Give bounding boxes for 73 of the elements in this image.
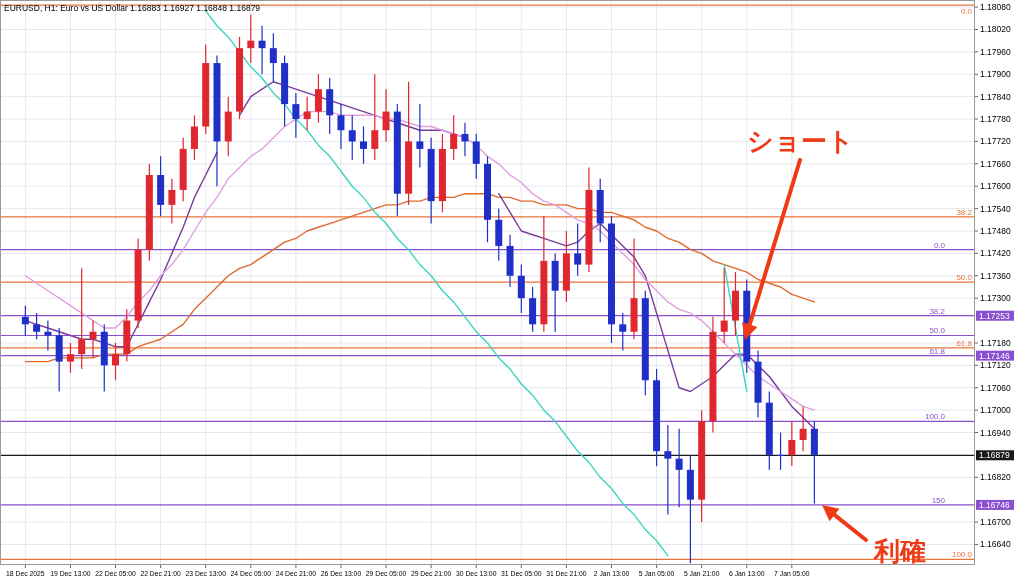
candlestick bbox=[190, 114, 198, 161]
candlestick bbox=[675, 428, 683, 508]
candlestick bbox=[450, 114, 458, 161]
y-tick-label: 1.17720 bbox=[980, 136, 1011, 147]
candlestick bbox=[777, 431, 785, 471]
candlestick bbox=[66, 342, 74, 374]
y-tick-label: 1.16640 bbox=[980, 539, 1011, 550]
y-tick-label: 1.17840 bbox=[980, 91, 1011, 102]
y-tick-label: 1.17780 bbox=[980, 114, 1011, 125]
candlestick bbox=[89, 319, 97, 359]
text: 61.8 bbox=[929, 346, 946, 356]
candlestick bbox=[21, 305, 29, 337]
y-tick-label: 1.17180 bbox=[980, 337, 1011, 348]
y-tick-label: 1.17360 bbox=[980, 270, 1011, 281]
text: 61.8 bbox=[956, 338, 973, 348]
text: 50.0 bbox=[956, 273, 973, 283]
text: 100.0 bbox=[951, 550, 973, 560]
candlestick bbox=[258, 25, 266, 75]
ref-line-label: 1.16746 bbox=[979, 500, 1010, 511]
candlestick bbox=[78, 267, 86, 370]
candlestick bbox=[788, 420, 796, 467]
y-tick-label: 1.17600 bbox=[980, 181, 1011, 192]
candlestick bbox=[247, 13, 255, 64]
candlestick bbox=[472, 133, 480, 180]
candlestick bbox=[720, 267, 728, 344]
ref-line-label: 1.17253 bbox=[979, 310, 1010, 321]
candlestick bbox=[337, 103, 345, 150]
candlestick bbox=[461, 122, 469, 157]
candlestick bbox=[292, 92, 300, 139]
candlestick bbox=[619, 312, 627, 352]
text: 50.0 bbox=[929, 326, 946, 336]
text: 38.2 bbox=[929, 306, 946, 316]
y-tick-label: 1.18080 bbox=[980, 2, 1011, 13]
candlestick bbox=[348, 114, 356, 161]
y-tick-label: 1.17480 bbox=[980, 226, 1011, 236]
candlestick bbox=[303, 96, 311, 131]
y-tick-label: 1.16820 bbox=[980, 472, 1011, 483]
y-tick-label: 1.17300 bbox=[980, 293, 1011, 304]
text: 100.0 bbox=[924, 412, 946, 422]
y-tick-label: 1.17960 bbox=[980, 46, 1011, 57]
y-tick-label: 1.17900 bbox=[980, 69, 1011, 80]
y-tick-label: 1.17060 bbox=[980, 382, 1011, 393]
ref-line-label: 1.17146 bbox=[979, 350, 1010, 361]
text: 0.0 bbox=[933, 240, 946, 250]
chart-title: EURUSD, H1: Euro vs US Dollar 1.16883 1.16927 1.16848 1.16879 bbox=[4, 3, 261, 13]
candlestick bbox=[112, 342, 120, 381]
candlestick bbox=[33, 312, 41, 340]
text: 150 bbox=[931, 495, 946, 505]
candlestick bbox=[416, 103, 424, 169]
candlestick bbox=[517, 263, 525, 314]
y-tick-label: 1.17000 bbox=[980, 405, 1011, 416]
candlestick bbox=[382, 88, 390, 143]
candlestick bbox=[168, 178, 176, 225]
candlestick bbox=[269, 32, 277, 83]
y-tick-label: 1.17660 bbox=[980, 158, 1011, 169]
candlestick bbox=[799, 405, 807, 452]
annotation: ショート bbox=[746, 126, 854, 156]
annotation: 利確 bbox=[873, 536, 926, 566]
y-tick-label: 1.17540 bbox=[980, 203, 1011, 214]
text: 38.2 bbox=[956, 207, 973, 217]
text: 0.0 bbox=[960, 7, 973, 17]
candlestick bbox=[360, 125, 368, 165]
y-tick-label: 1.16940 bbox=[980, 427, 1011, 438]
y-tick-label: 1.18020 bbox=[980, 24, 1011, 35]
candlestick bbox=[314, 73, 322, 124]
candlestick bbox=[664, 424, 672, 516]
y-tick-label: 1.17420 bbox=[980, 248, 1011, 259]
candlestick bbox=[574, 222, 582, 277]
line-series bbox=[205, 10, 669, 557]
ref-line-label: 1.16879 bbox=[979, 450, 1010, 461]
candlestick bbox=[371, 73, 379, 161]
y-tick-label: 1.16700 bbox=[980, 517, 1011, 528]
y-tick-label: 1.17120 bbox=[980, 360, 1011, 371]
